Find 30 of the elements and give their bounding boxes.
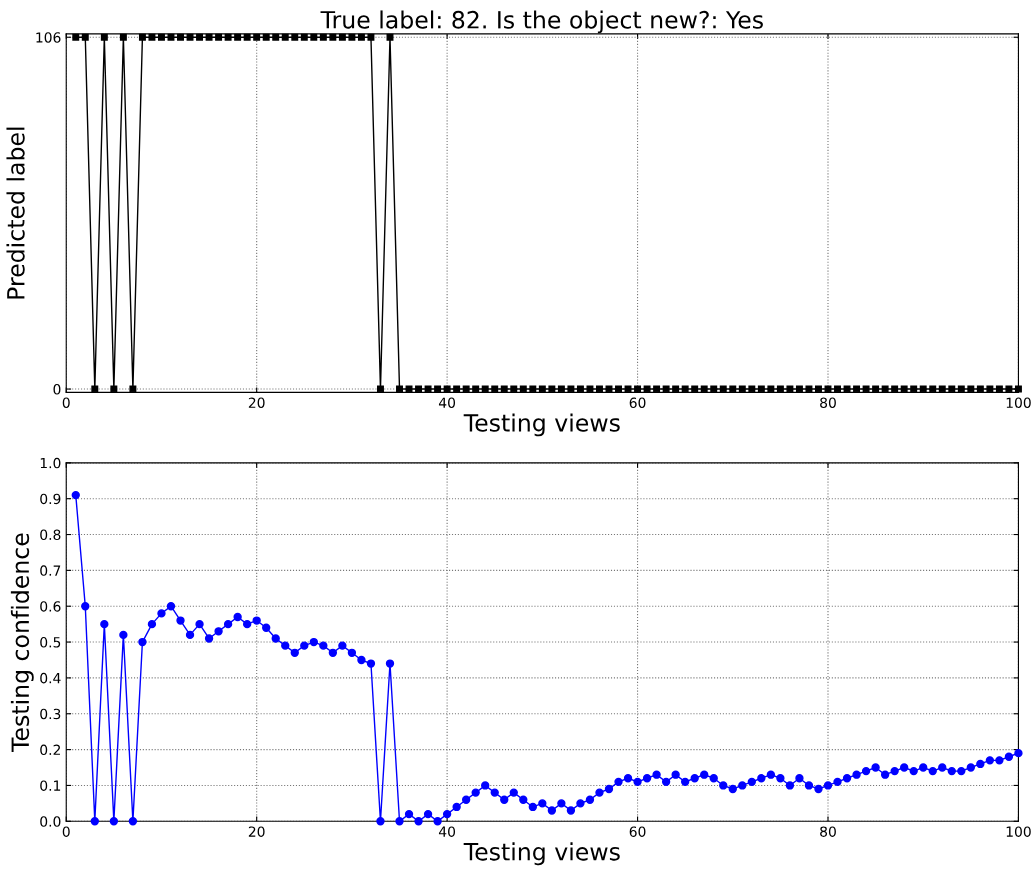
x-tick-label: 20 <box>248 397 265 408</box>
x-tick-label: 20 <box>248 826 265 837</box>
y-tick-label: 0.2 <box>40 744 60 756</box>
y-tick-label: 0.5 <box>40 637 61 648</box>
y-tick-label: 0.8 <box>40 529 61 540</box>
y-tick-label: 0 <box>53 384 61 395</box>
y-axis-title: Testing confidence <box>10 533 34 753</box>
x-axis-title: Testing views <box>463 413 620 437</box>
y-tick-label: 0.7 <box>40 565 61 576</box>
y-tick-label: 1.0 <box>40 457 61 469</box>
x-tick-label: 0 <box>62 826 70 837</box>
y-tick-label: 0.3 <box>40 708 61 720</box>
y-tick-label: 0.4 <box>40 672 61 684</box>
x-tick-label: 80 <box>820 397 836 408</box>
y-tick-label: 106 <box>36 32 61 43</box>
y-tick-label: 0.0 <box>40 816 61 827</box>
x-tick-label: 80 <box>820 826 836 837</box>
x-tick-label: 100 <box>1006 826 1031 837</box>
y-tick-label: 0.9 <box>40 493 61 505</box>
x-tick-label: 100 <box>1006 397 1031 408</box>
y-tick-label: 0.6 <box>40 601 61 612</box>
y-tick-label: 0.1 <box>40 780 61 791</box>
x-tick-label: 0 <box>62 397 70 408</box>
x-axis-title: Testing views <box>463 842 620 866</box>
x-tick-label: 40 <box>438 397 456 408</box>
x-tick-label: 60 <box>629 397 646 408</box>
chart-title: True label: 82. Is the object new?: Yes <box>320 10 763 34</box>
x-tick-label: 60 <box>629 826 646 837</box>
y-axis-title: Predicted label <box>6 127 25 299</box>
x-tick-label: 40 <box>438 826 456 837</box>
